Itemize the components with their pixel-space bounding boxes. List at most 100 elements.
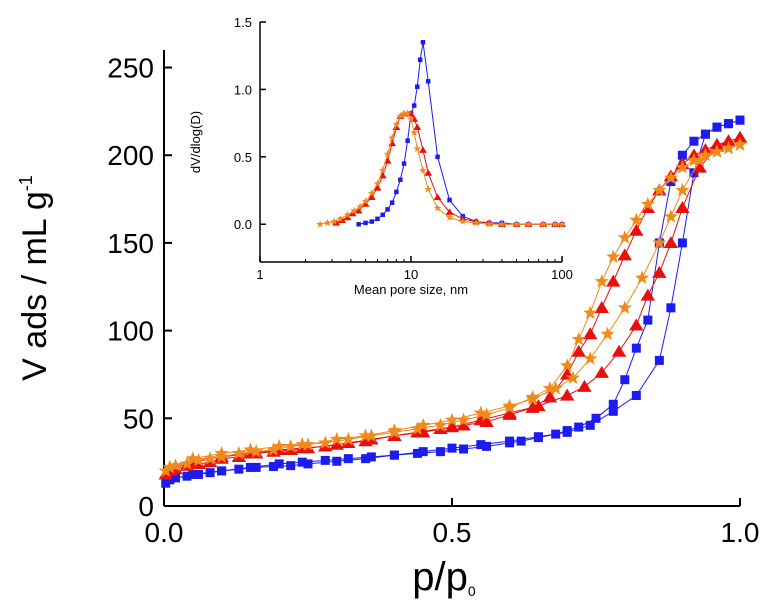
inset-y-tick-label: 1.0 xyxy=(234,82,252,97)
inset-point xyxy=(361,200,370,207)
main-adsorption-point xyxy=(629,318,644,331)
inset-point xyxy=(415,84,420,89)
main-desorption-point xyxy=(320,455,330,465)
main-adsorption-point xyxy=(358,428,373,442)
inset-point xyxy=(330,217,339,225)
inset-point xyxy=(356,202,364,210)
main-desorption-point xyxy=(482,441,492,451)
main-desorption-point xyxy=(343,454,353,464)
main-desorption-point xyxy=(709,137,725,150)
main-desorption-point xyxy=(542,390,558,403)
main-desorption-point xyxy=(594,300,609,313)
main-desorption-point xyxy=(652,182,667,197)
inset-y-tick-label: 0.5 xyxy=(234,150,252,165)
inset-point xyxy=(392,123,401,130)
main-desorption-point xyxy=(364,428,379,442)
main-y-tick-label: 150 xyxy=(107,228,154,259)
main-desorption-point xyxy=(591,413,601,423)
main-desorption-point xyxy=(583,305,598,320)
main-adsorption-point xyxy=(689,168,699,178)
inset-point xyxy=(389,200,395,205)
main-desorption-point xyxy=(689,136,699,146)
main-adsorption-point xyxy=(473,405,488,420)
main-y-tick-label: 0 xyxy=(138,491,154,522)
main-y-axis-label: V ads / mL g-1 xyxy=(16,175,54,381)
inset-point xyxy=(445,208,454,215)
main-desorption-point xyxy=(188,469,198,479)
main-adsorption-point xyxy=(600,326,615,341)
main-desorption-point xyxy=(629,223,644,236)
main-adsorption-point xyxy=(585,420,595,430)
main-desorption-point xyxy=(435,447,445,457)
main-desorption-point xyxy=(297,457,307,467)
main-desorption-point xyxy=(542,381,557,395)
inset-point xyxy=(417,57,423,63)
inset-point xyxy=(332,219,341,226)
inset-point xyxy=(392,120,401,128)
main-adsorption-point xyxy=(608,406,618,416)
main-adsorption-point xyxy=(303,459,313,469)
main-x-label-main: p/p xyxy=(412,555,468,599)
main-desorption-point xyxy=(721,134,736,147)
main-adsorption-point xyxy=(583,351,598,365)
main-adsorption-point xyxy=(692,153,707,167)
main-desorption-point xyxy=(318,435,333,449)
main-adsorption-point xyxy=(635,270,650,285)
main-desorption-point xyxy=(643,315,653,325)
inset-y-tick-label: 0.0 xyxy=(234,217,252,232)
main-adsorption-point xyxy=(266,442,281,456)
main-desorption-point xyxy=(571,331,586,346)
main-desorption-point xyxy=(629,212,644,227)
main-adsorption-point xyxy=(194,469,204,479)
main-x-tick-label: 1.0 xyxy=(721,517,760,548)
inset-point xyxy=(361,197,370,205)
inset-point xyxy=(485,220,494,228)
inset-x-tick-label: 1 xyxy=(256,267,263,282)
main-desorption-point xyxy=(502,407,517,420)
main-adsorption-point xyxy=(611,344,627,357)
main-desorption-point xyxy=(574,422,584,432)
main-adsorption-point xyxy=(663,209,678,223)
inset-y-axis-label: dV/dlog(D) xyxy=(188,111,203,173)
inset-x-axis-label: Mean pore size, nm xyxy=(354,282,468,297)
inset-point xyxy=(380,212,385,218)
inset-point xyxy=(551,220,559,228)
main-adsorption-point xyxy=(251,462,261,472)
inset-point xyxy=(388,133,396,142)
inset-point xyxy=(363,220,368,226)
inset-point xyxy=(356,221,361,227)
main-x-tick-label: 0.5 xyxy=(433,517,472,548)
main-adsorption-point xyxy=(158,463,173,477)
inset-point xyxy=(539,220,547,228)
main-desorption-point xyxy=(712,122,722,132)
inset-point xyxy=(388,139,397,147)
main-desorption-point xyxy=(456,418,471,431)
main-adsorption-point xyxy=(652,235,667,249)
inset-point xyxy=(350,206,358,215)
main-desorption-point xyxy=(732,130,748,143)
main-desorption-point xyxy=(274,459,284,469)
main-adsorption-point xyxy=(476,440,486,450)
inset-point xyxy=(558,220,566,228)
inset-point xyxy=(498,220,506,228)
main-desorption-point xyxy=(723,119,733,129)
main-adsorption-point xyxy=(268,462,278,472)
inset-point xyxy=(403,109,412,117)
main-desorption-point xyxy=(341,431,356,446)
main-desorption-point xyxy=(165,475,175,485)
main-adsorption-point xyxy=(416,417,431,432)
inset-point xyxy=(343,213,352,221)
inset-point xyxy=(336,214,345,223)
main-series-square xyxy=(161,115,745,488)
main-adsorption-point xyxy=(361,454,371,464)
main-desorption-point xyxy=(525,389,540,404)
main-desorption-point xyxy=(700,129,710,139)
main-desorption-point xyxy=(560,358,575,372)
main-desorption-point xyxy=(562,426,572,436)
inset-point xyxy=(367,193,376,201)
main-series-star xyxy=(158,137,748,477)
main-adsorption-point xyxy=(594,365,609,378)
main-adsorption-point xyxy=(663,236,679,249)
inset-series-line xyxy=(358,42,562,225)
